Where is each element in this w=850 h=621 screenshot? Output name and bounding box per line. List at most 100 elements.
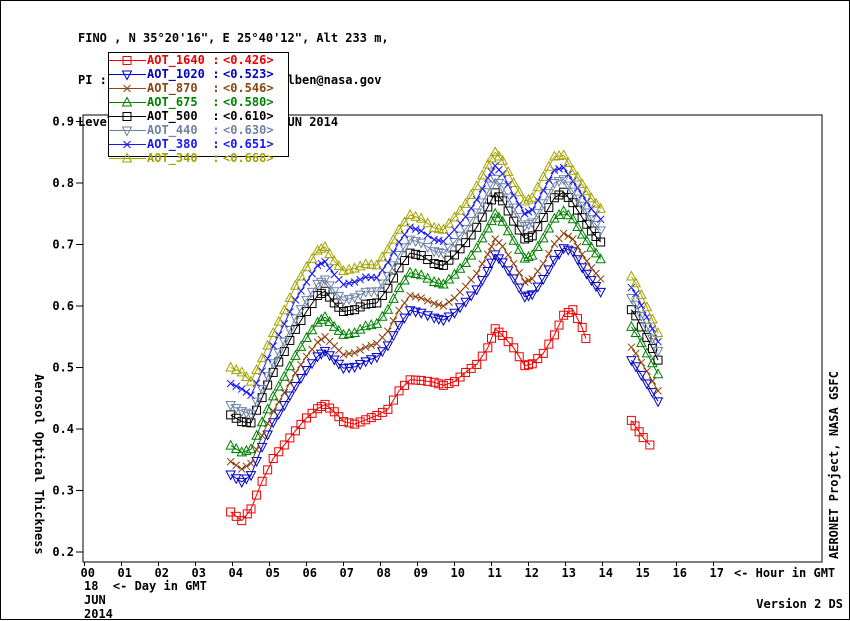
marker-triangle-up [382,303,394,314]
legend-series-name: AOT_500 [147,109,198,123]
marker-square [377,291,387,301]
marker-x [637,301,646,310]
series-line [630,276,659,334]
marker-square [372,298,382,308]
legend-colon: : [212,151,220,165]
marker-triangle-up [121,95,133,106]
marker-x [389,248,398,257]
marker-x [274,398,283,406]
marker-triangle-up [647,357,658,368]
marker-square [631,311,641,321]
marker-triangle-down [460,225,471,236]
marker-triangle-down [349,362,360,373]
marker-triangle-up [422,217,434,228]
legend-colon: : [212,95,220,109]
marker-triangle-down [349,293,360,304]
marker-x [430,235,439,244]
legend-colon: : [212,81,220,95]
marker-x [627,343,636,352]
marker-triangle-up [371,259,383,270]
marker-x [400,230,409,239]
series-line [630,297,659,352]
marker-triangle-down [454,303,466,314]
marker-triangle-down [121,70,133,81]
marker-square [586,226,596,236]
marker-x [232,382,241,391]
marker-triangle-down [256,442,268,453]
marker-square [477,351,487,361]
marker-x [439,302,448,310]
marker-triangle-up [319,240,331,251]
y-tick-label: 0.2 [52,545,74,559]
legend-series-name: AOT_340 [147,151,198,165]
marker-triangle-up [572,220,583,231]
marker-square [568,305,578,315]
y-tick-label: 0.8 [52,176,74,190]
x-axis-year-label: 2014 [84,607,113,621]
marker-triangle-up [267,326,279,338]
marker-square [434,259,444,269]
marker-triangle-up [626,270,637,281]
marker-triangle-down [399,313,410,324]
marker-triangle-up [630,326,642,338]
marker-triangle-up [306,324,318,335]
marker-x [483,250,492,259]
legend-mean-value: <0.546> [223,81,274,95]
marker-triangle-up [241,370,252,382]
marker-triangle-up [225,361,236,372]
marker-x [578,250,587,259]
marker-square [274,447,284,457]
marker-x [226,457,235,466]
marker-triangle-down [241,474,252,485]
marker-triangle-down [553,250,565,261]
marker-x [467,204,476,213]
marker-x [450,225,459,234]
marker-triangle-up [558,149,569,160]
marker-triangle-up [404,266,416,277]
marker-square [450,377,459,387]
legend-item-AOT_870: AOT_870: <0.546> [109,81,288,95]
marker-triangle-down [278,401,290,412]
marker-triangle-down [626,294,637,305]
marker-triangle-up [333,324,345,335]
marker-triangle-up [513,186,525,197]
marker-triangle-up [349,326,360,338]
marker-x [406,223,414,232]
marker-triangle-up [404,208,416,219]
marker-x [555,165,563,173]
marker-triangle-up [236,366,248,377]
marker-x [491,235,500,243]
marker-triangle-down [371,287,383,298]
marker-triangle-up [558,205,569,216]
marker-triangle-up [652,368,664,379]
marker-x [384,327,392,336]
marker-x [627,283,636,292]
marker-triangle-up [324,247,335,259]
marker-x [291,295,300,304]
marker-x [313,338,322,347]
marker-x [308,269,316,278]
marker-triangle-up [647,313,658,324]
marker-x [654,387,662,395]
marker-square [503,206,513,216]
marker-triangle-down [471,285,483,296]
marker-triangle-down [306,359,318,370]
marker-triangle-up [572,171,583,182]
marker-x [417,227,426,235]
marker-triangle-up [471,242,483,253]
marker-square [538,348,548,358]
legend-item-AOT_500: AOT_500: <0.610> [109,109,288,123]
marker-x [654,337,662,346]
marker-triangle-down [301,295,312,306]
marker-triangle-down [652,346,664,357]
marker-triangle-up [256,416,268,427]
marker-x [345,349,353,358]
marker-triangle-up [497,215,508,226]
marker-x [378,266,387,274]
marker-triangle-up [415,269,427,280]
marker-triangle-up [595,202,606,213]
marker-triangle-up [562,156,574,168]
x-tick-label: 07 [340,566,354,580]
marker-square [636,322,646,332]
marker-triangle-up [365,258,377,269]
